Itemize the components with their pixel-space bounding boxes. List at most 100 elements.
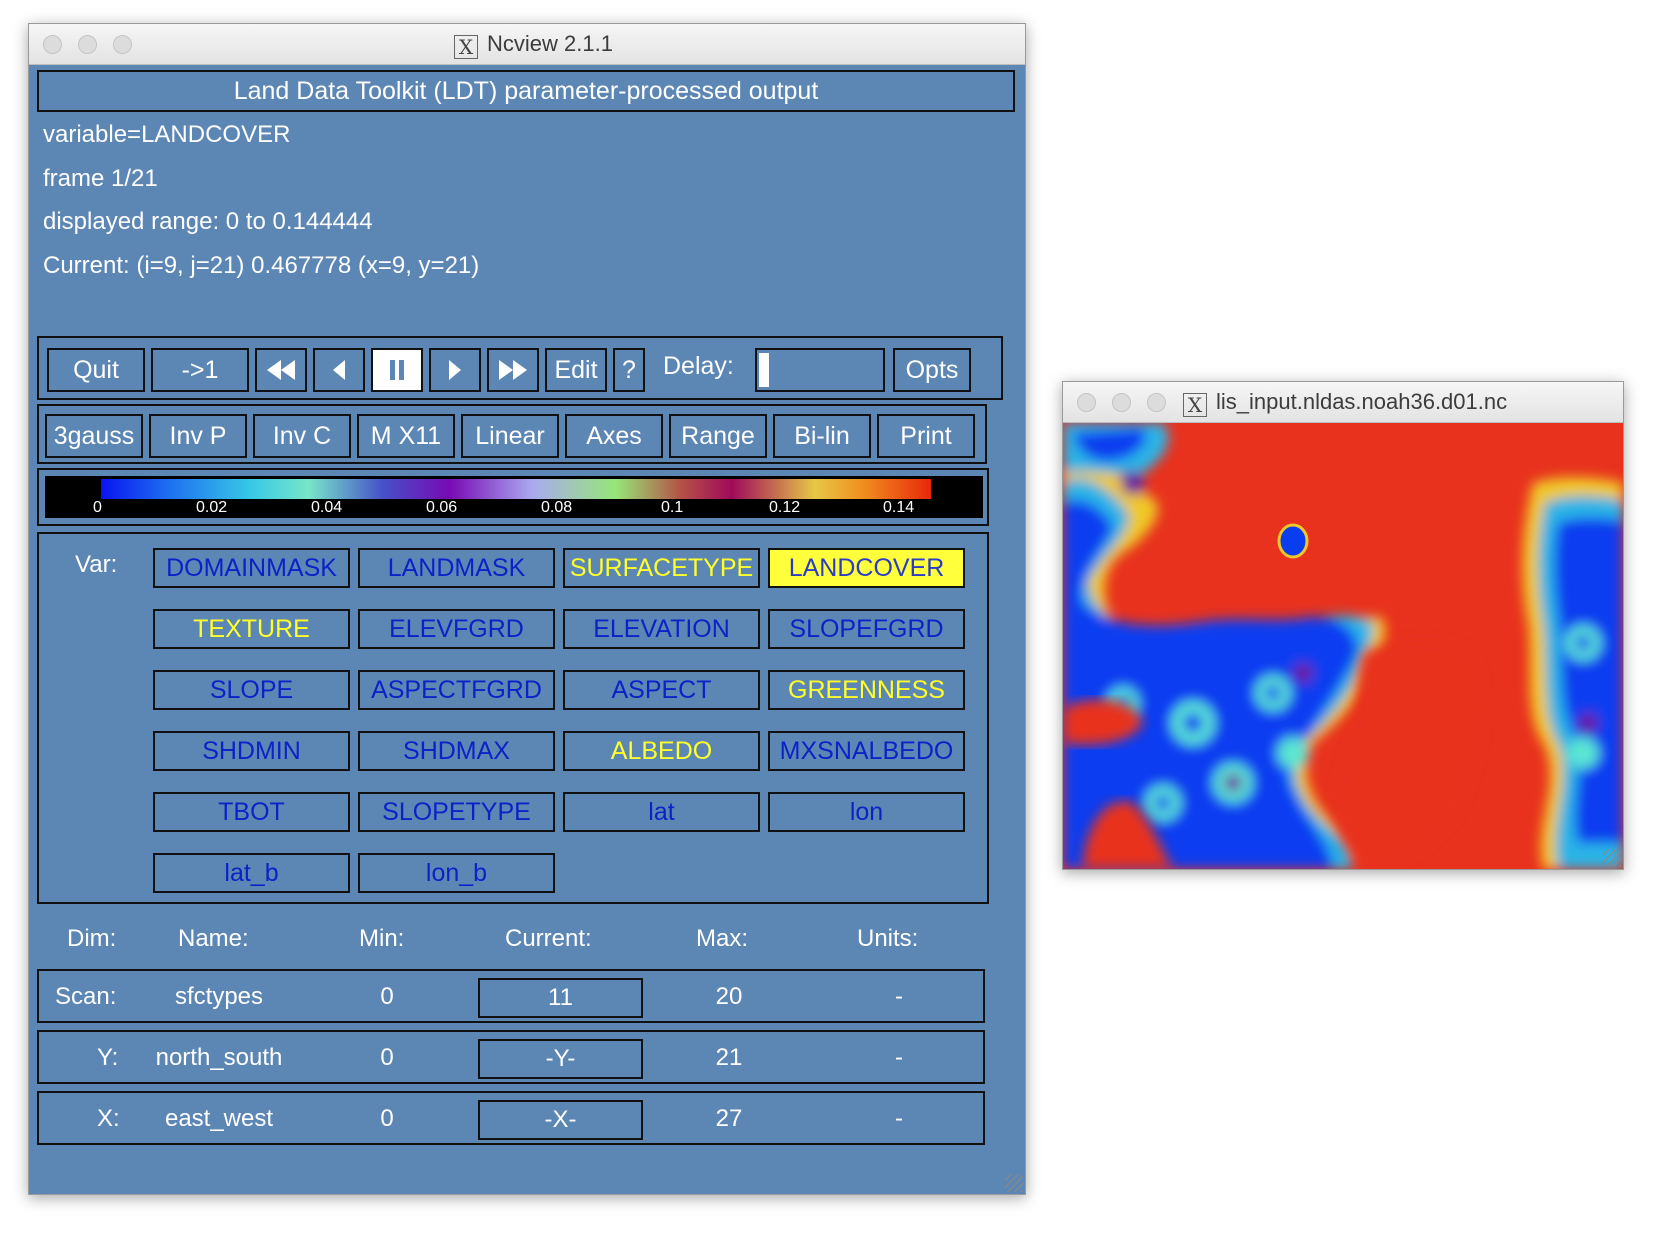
dim-header-name: Name: bbox=[178, 925, 249, 952]
var-button-mxsnalbedo[interactable]: MXSNALBEDO bbox=[768, 731, 965, 771]
x11-icon: X bbox=[454, 35, 478, 59]
option-button-bi-lin[interactable]: Bi-lin bbox=[773, 414, 871, 458]
opts-button[interactable]: Opts bbox=[893, 348, 971, 392]
edit-button[interactable]: Edit bbox=[545, 348, 607, 392]
var-button-slopetype[interactable]: SLOPETYPE bbox=[358, 792, 555, 832]
var-button-aspect[interactable]: ASPECT bbox=[563, 670, 760, 710]
option-button-linear[interactable]: Linear bbox=[461, 414, 559, 458]
options-toolbar: 3gauss Inv P Inv C M X11 Linear Axes Ran… bbox=[37, 404, 987, 464]
var-button-lon-b[interactable]: lon_b bbox=[358, 853, 555, 893]
dim-row-current[interactable]: 11 bbox=[478, 978, 643, 1018]
main-titlebar[interactable]: X Ncview 2.1.1 bbox=[29, 24, 1025, 65]
main-window-title-text: Ncview 2.1.1 bbox=[487, 31, 613, 56]
dim-row-units: - bbox=[895, 1044, 903, 1071]
step-forward-icon bbox=[449, 360, 461, 380]
var-label: Var: bbox=[75, 551, 118, 578]
quit-button[interactable]: Quit bbox=[47, 348, 145, 392]
dim-row-min: 0 bbox=[380, 1044, 394, 1071]
landcover-map-image[interactable] bbox=[1063, 423, 1623, 869]
var-button-shdmin[interactable]: SHDMIN bbox=[153, 731, 350, 771]
dim-row-label: X: bbox=[97, 1105, 120, 1132]
dim-row-name: sfctypes bbox=[174, 983, 264, 1010]
var-button-domainmask[interactable]: DOMAINMASK bbox=[153, 548, 350, 588]
dim-row-max: 27 bbox=[715, 1105, 743, 1132]
colorbar[interactable]: 0 0.02 0.04 0.06 0.08 0.1 0.12 0.14 bbox=[45, 476, 983, 518]
dim-row-max: 20 bbox=[715, 983, 743, 1010]
dim-header-dim: Dim: bbox=[67, 925, 117, 952]
var-button-tbot[interactable]: TBOT bbox=[153, 792, 350, 832]
option-button-inv-c[interactable]: Inv C bbox=[253, 414, 351, 458]
rewind-button[interactable] bbox=[255, 348, 307, 392]
step-forward-button[interactable] bbox=[429, 348, 481, 392]
dim-row-scan: Scan: sfctypes 0 11 20 - bbox=[37, 969, 985, 1023]
colorbar-tick-3: 0.06 bbox=[426, 499, 458, 516]
var-button-albedo[interactable]: ALBEDO bbox=[563, 731, 760, 771]
colorbar-tick-5: 0.1 bbox=[661, 499, 684, 516]
info-variable: variable=LANDCOVER bbox=[43, 121, 291, 148]
var-button-shdmax[interactable]: SHDMAX bbox=[358, 731, 555, 771]
var-button-elevation[interactable]: ELEVATION bbox=[563, 609, 760, 649]
var-button-surfacetype[interactable]: SURFACETYPE bbox=[563, 548, 760, 588]
var-button-lon[interactable]: lon bbox=[768, 792, 965, 832]
delay-label: Delay: bbox=[663, 352, 734, 380]
option-button-m-x11[interactable]: M X11 bbox=[357, 414, 455, 458]
step-back-button[interactable] bbox=[313, 348, 365, 392]
fast-forward-icon bbox=[499, 360, 527, 380]
colorbar-gradient bbox=[101, 479, 931, 499]
var-button-slopefgrd[interactable]: SLOPEFGRD bbox=[768, 609, 965, 649]
delay-slider-thumb[interactable] bbox=[759, 353, 769, 387]
header-text: Land Data Toolkit (LDT) parameter-proces… bbox=[233, 77, 819, 105]
var-button-landmask[interactable]: LANDMASK bbox=[358, 548, 555, 588]
minimize-window-button[interactable] bbox=[78, 35, 97, 54]
transport-toolbar: Quit ->1 Edit ? Delay: Opts bbox=[37, 336, 1003, 400]
dim-row-min: 0 bbox=[380, 983, 394, 1010]
first-frame-button[interactable]: ->1 bbox=[151, 348, 249, 392]
dim-row-name: east_west bbox=[164, 1105, 274, 1132]
option-button-print[interactable]: Print bbox=[877, 414, 975, 458]
var-button-texture[interactable]: TEXTURE bbox=[153, 609, 350, 649]
zoom-window-button[interactable] bbox=[113, 35, 132, 54]
dim-row-max: 21 bbox=[715, 1044, 743, 1071]
dim-row-label: Y: bbox=[97, 1044, 119, 1071]
main-resize-grip[interactable] bbox=[1005, 1174, 1023, 1192]
header-bar: Land Data Toolkit (LDT) parameter-proces… bbox=[37, 70, 1015, 112]
var-button-landcover[interactable]: LANDCOVER bbox=[768, 548, 965, 588]
colorbar-tick-4: 0.08 bbox=[541, 499, 573, 516]
minimize-window-button[interactable] bbox=[1112, 393, 1131, 412]
colorbar-panel: 0 0.02 0.04 0.06 0.08 0.1 0.12 0.14 bbox=[37, 468, 989, 526]
fast-forward-button[interactable] bbox=[487, 348, 539, 392]
var-button-greenness[interactable]: GREENNESS bbox=[768, 670, 965, 710]
var-button-slope[interactable]: SLOPE bbox=[153, 670, 350, 710]
close-window-button[interactable] bbox=[43, 35, 62, 54]
option-button-inv-p[interactable]: Inv P bbox=[149, 414, 247, 458]
var-button-lat[interactable]: lat bbox=[563, 792, 760, 832]
option-button-range[interactable]: Range bbox=[669, 414, 767, 458]
var-button-lat-b[interactable]: lat_b bbox=[153, 853, 350, 893]
delay-slider[interactable] bbox=[755, 348, 885, 392]
info-current: Current: (i=9, j=21) 0.467778 (x=9, y=21… bbox=[43, 252, 480, 279]
dim-row-current[interactable]: -X- bbox=[478, 1100, 643, 1140]
help-button[interactable]: ? bbox=[613, 348, 645, 392]
rewind-icon bbox=[267, 360, 295, 380]
option-button-3gauss[interactable]: 3gauss bbox=[45, 414, 143, 458]
image-window-title-text: lis_input.nldas.noah36.d01.nc bbox=[1216, 389, 1508, 414]
dim-row-current[interactable]: -Y- bbox=[478, 1039, 643, 1079]
pause-button[interactable] bbox=[371, 348, 423, 392]
info-range: displayed range: 0 to 0.144444 bbox=[43, 208, 373, 235]
close-window-button[interactable] bbox=[1077, 393, 1096, 412]
colorbar-tick-1: 0.02 bbox=[196, 499, 228, 516]
option-button-axes[interactable]: Axes bbox=[565, 414, 663, 458]
dim-row-min: 0 bbox=[380, 1105, 394, 1132]
info-frame: frame 1/21 bbox=[43, 165, 158, 192]
var-button-elevfgrd[interactable]: ELEVFGRD bbox=[358, 609, 555, 649]
zoom-window-button[interactable] bbox=[1147, 393, 1166, 412]
variable-panel: Var: DOMAINMASK LANDMASK SURFACETYPE LAN… bbox=[37, 532, 989, 904]
dim-header-max: Max: bbox=[696, 925, 749, 952]
colorbar-tick-2: 0.04 bbox=[311, 499, 343, 516]
main-window-title: X Ncview 2.1.1 bbox=[454, 24, 613, 64]
var-button-aspectfgrd[interactable]: ASPECTFGRD bbox=[358, 670, 555, 710]
colorbar-tick-6: 0.12 bbox=[769, 499, 801, 516]
image-resize-grip[interactable] bbox=[1603, 849, 1621, 867]
dim-row-label: Scan: bbox=[55, 983, 117, 1010]
